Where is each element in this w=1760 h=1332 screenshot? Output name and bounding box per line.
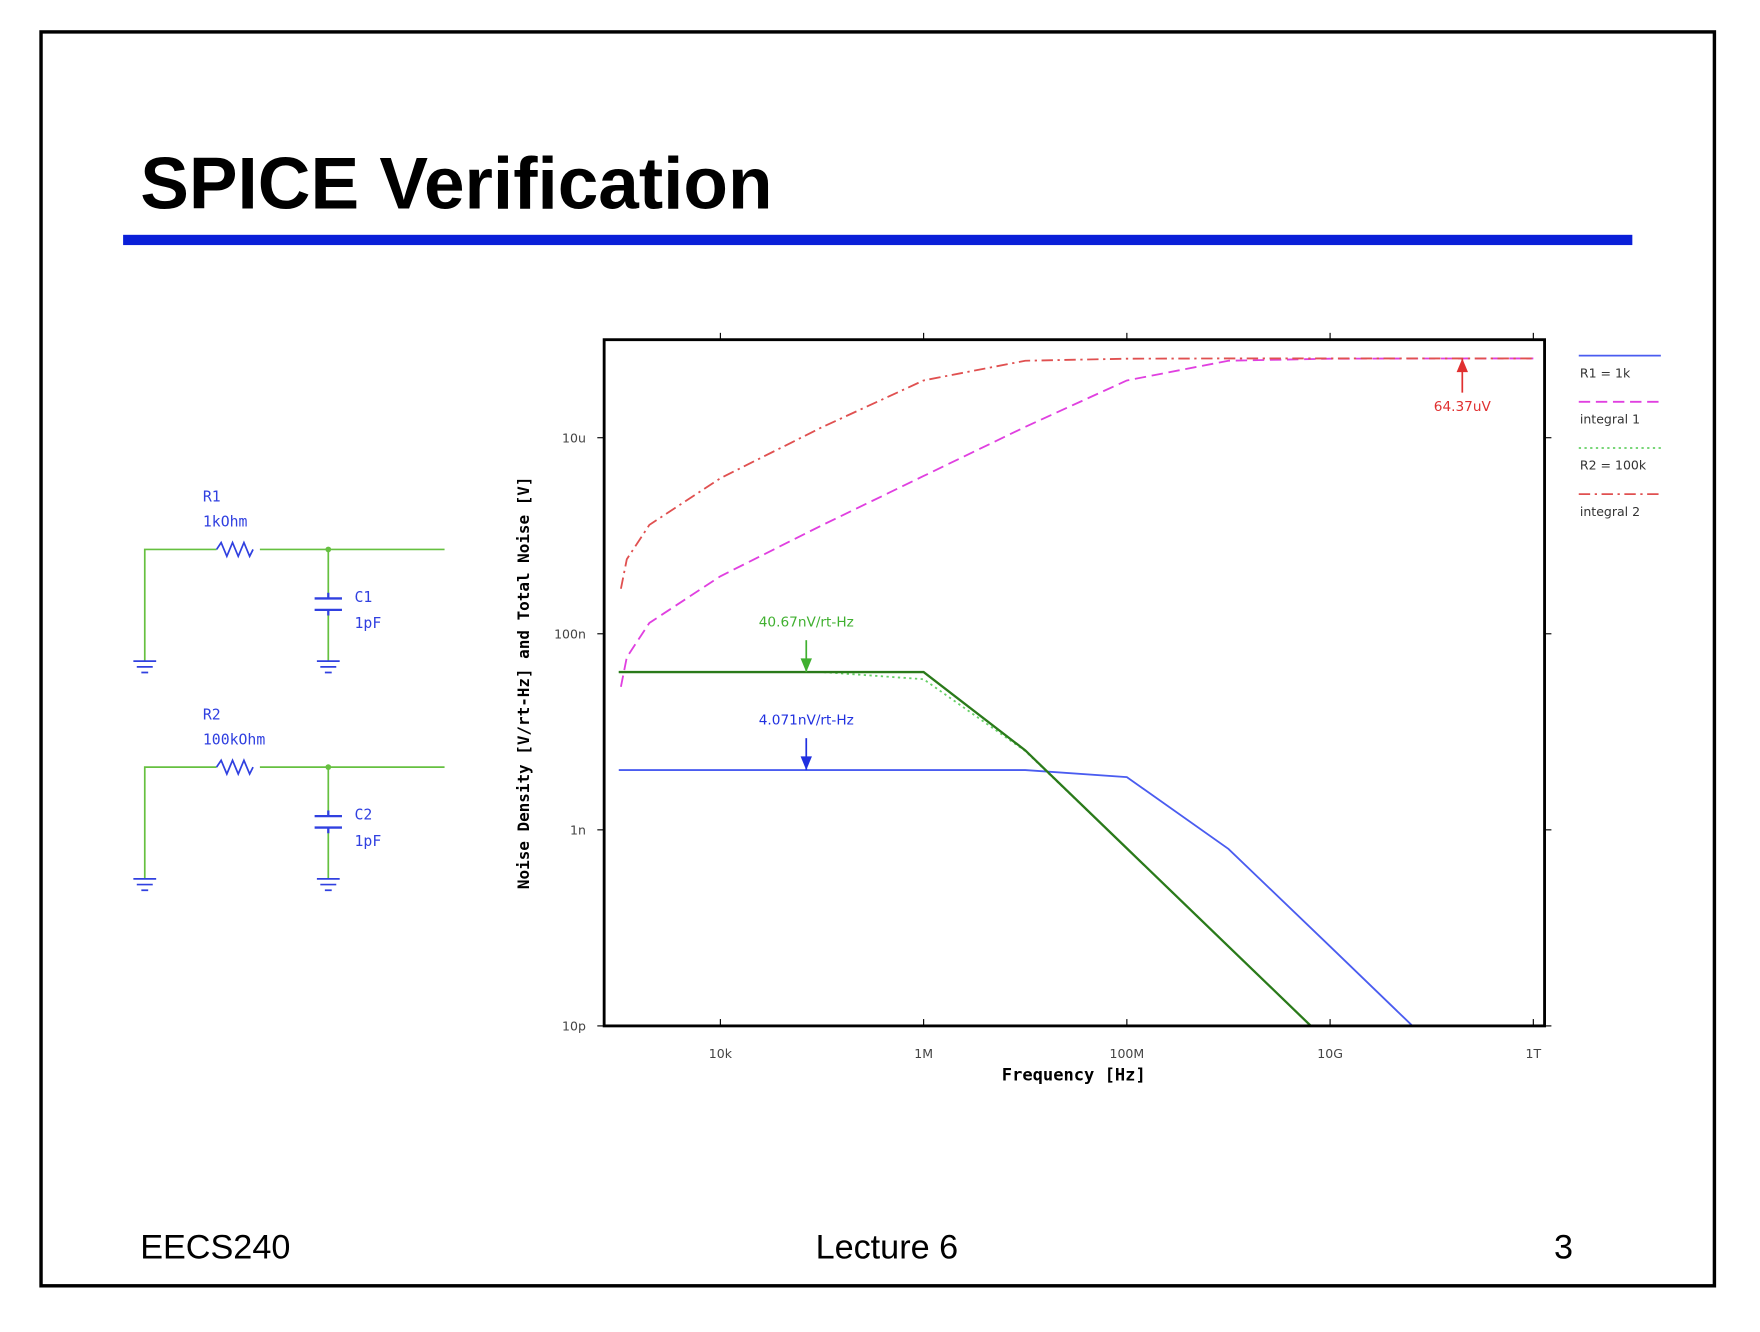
capacitor-label: C2 — [355, 807, 373, 824]
capacitor-label: C1 — [355, 589, 373, 606]
slide-border — [39, 30, 1717, 1288]
x-tick-label: 100M — [1110, 1046, 1145, 1061]
resistor-label: R2 — [203, 706, 221, 723]
annotation-arrowhead — [800, 658, 812, 673]
title-rule — [123, 234, 1633, 246]
x-tick-label: 10k — [709, 1046, 733, 1061]
resistor-value: 1kOhm — [203, 514, 248, 531]
resistor-label: R1 — [203, 489, 221, 506]
plot-frame — [602, 338, 1546, 1028]
y-tick-label: 10u — [562, 430, 586, 445]
series-line — [620, 357, 1534, 687]
legend-label: integral 2 — [1580, 504, 1640, 519]
slide-content: SPICE Verification EECS240 Lecture 6 3 R… — [39, 30, 1717, 1288]
legend-label: R2 = 100k — [1580, 458, 1647, 473]
series-line — [618, 769, 1414, 1026]
capacitor-value: 1pF — [355, 615, 382, 632]
schematic-circuit — [133, 540, 445, 674]
x-tick-label: 1M — [914, 1046, 933, 1061]
footer-center: Lecture 6 — [816, 1228, 959, 1266]
y-tick-label: 10p — [562, 1018, 586, 1033]
annotation-arrowhead — [1456, 358, 1468, 373]
plot-area — [618, 357, 1534, 1026]
x-tick-label: 10G — [1317, 1046, 1343, 1061]
schematic-circuit — [133, 758, 445, 892]
y-axis-label: Noise Density [V/rt-Hz] and Total Noise … — [514, 477, 533, 890]
y-tick-label: 1n — [570, 822, 586, 837]
annotation-label: 4.071nV/rt-Hz — [759, 712, 854, 728]
capacitor-value: 1pF — [355, 833, 382, 850]
series-line — [618, 670, 1313, 1026]
slide-title: SPICE Verification — [140, 144, 772, 225]
series-line — [618, 671, 1313, 1026]
y-tick-label: 100n — [554, 626, 586, 641]
annotation-label: 64.37uV — [1434, 399, 1492, 415]
footer-left: EECS240 — [140, 1228, 290, 1266]
legend-label: R1 = 1k — [1580, 365, 1631, 380]
footer-right: 3 — [1554, 1228, 1573, 1266]
x-tick-label: 1T — [1526, 1046, 1542, 1061]
legend-label: integral 1 — [1580, 411, 1640, 426]
annotation-label: 40.67nV/rt-Hz — [759, 614, 854, 630]
series-line — [620, 357, 1534, 589]
resistor-value: 100kOhm — [203, 731, 265, 748]
x-axis-label: Frequency [Hz] — [1002, 1066, 1146, 1086]
annotation-arrowhead — [800, 756, 812, 771]
